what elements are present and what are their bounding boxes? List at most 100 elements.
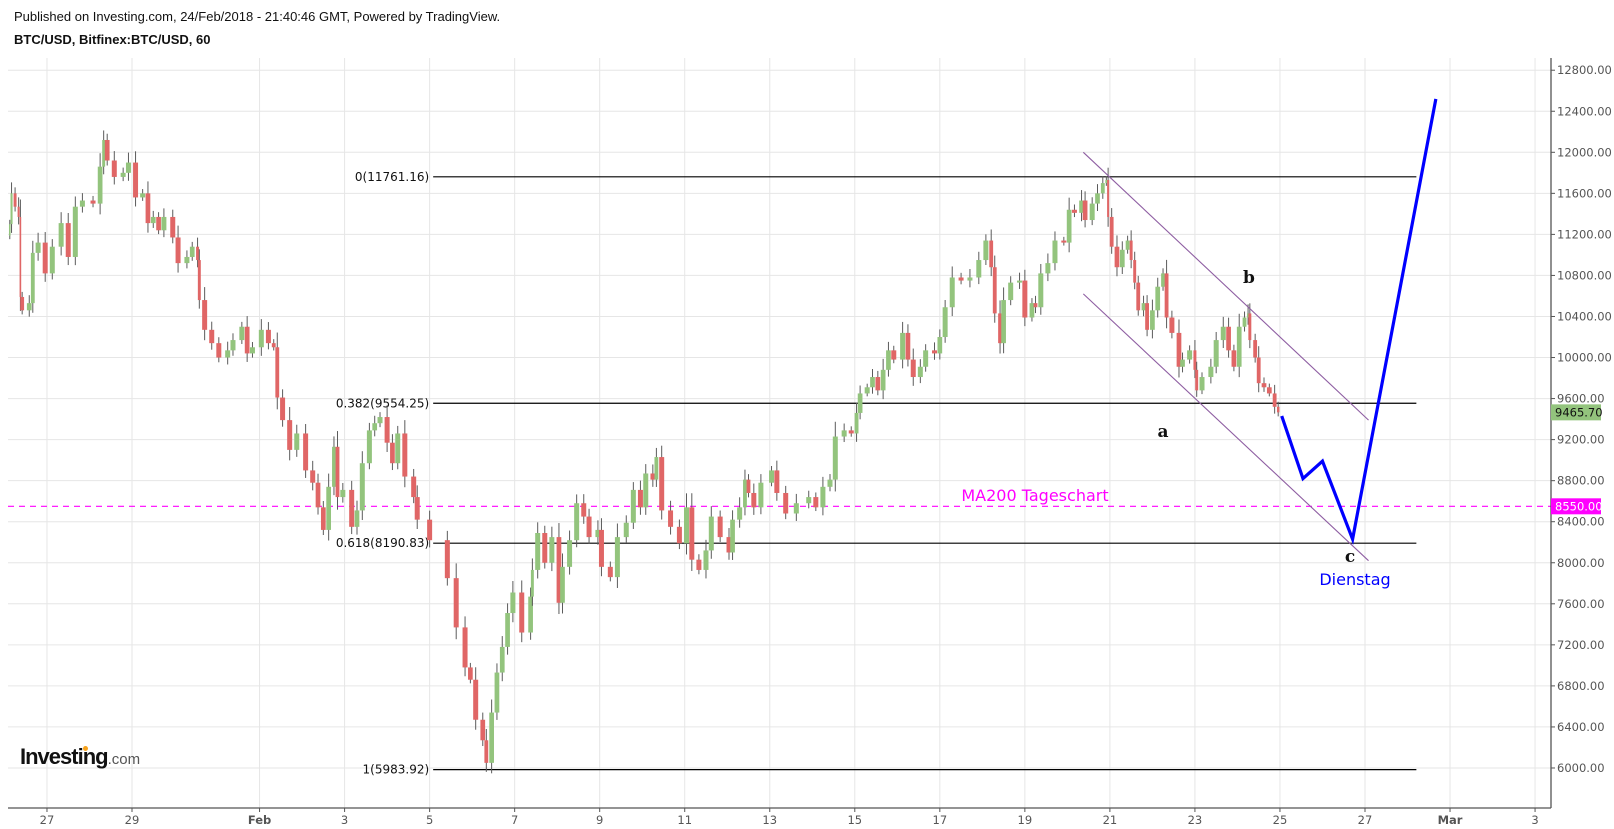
- candle-body: [1125, 240, 1130, 250]
- trend-channel[interactable]: [1082, 151, 1369, 562]
- candle-body: [1256, 357, 1261, 384]
- candle-body: [10, 193, 13, 225]
- candle-body: [992, 267, 997, 314]
- candle-body: [827, 479, 833, 487]
- candle-body: [354, 510, 360, 527]
- candle-body: [983, 240, 989, 261]
- candle-body: [703, 550, 709, 570]
- candle-body: [1136, 282, 1141, 311]
- fib-level-label: 0.618(8190.83): [336, 536, 429, 550]
- candle-body: [813, 497, 819, 508]
- candle-body: [414, 497, 420, 520]
- y-tick-label: 7600.00: [1557, 597, 1605, 611]
- candle-body: [462, 627, 468, 668]
- candle-body: [258, 329, 264, 348]
- candle-body: [320, 507, 326, 530]
- candle-body: [708, 516, 714, 551]
- candle-body: [1266, 387, 1272, 394]
- candle-body: [1220, 326, 1226, 341]
- candle-body: [668, 510, 674, 527]
- candle-body: [832, 436, 838, 480]
- candle-body: [484, 740, 489, 763]
- y-tick-label: 6800.00: [1557, 679, 1605, 693]
- candle-body: [102, 139, 106, 167]
- candle-body: [942, 307, 948, 338]
- candle-body: [567, 540, 573, 567]
- candle-body: [239, 326, 245, 341]
- y-tick-label: 12800.00: [1557, 63, 1612, 77]
- candle-body: [769, 470, 775, 483]
- candle-body: [332, 446, 336, 487]
- candle-body: [377, 417, 383, 424]
- x-tick-label: 13: [762, 813, 777, 827]
- candle-body: [58, 223, 64, 247]
- candle-body: [623, 522, 629, 538]
- candle-body: [820, 486, 826, 508]
- candle-body: [468, 667, 473, 680]
- candle-body: [340, 489, 346, 498]
- candle-body: [499, 646, 505, 673]
- candle-body: [1100, 183, 1105, 194]
- candle-body: [1176, 332, 1182, 367]
- candle-body: [209, 329, 215, 344]
- candle-body: [402, 433, 408, 477]
- y-tick-label: 6400.00: [1557, 720, 1605, 734]
- ma200-text: MA200 Tageschart: [961, 486, 1108, 505]
- candle-body: [1107, 180, 1110, 217]
- candle-body: [30, 252, 35, 304]
- projection-path[interactable]: [1280, 98, 1438, 545]
- y-tick-label: 8400.00: [1557, 515, 1605, 529]
- candle-body: [1045, 263, 1051, 274]
- candle-body: [411, 476, 417, 498]
- candle-body: [891, 350, 897, 360]
- channel-line[interactable]: [1082, 151, 1369, 421]
- logo-suffix: .com: [107, 751, 141, 768]
- candle-body: [1017, 280, 1023, 283]
- last-price-tag: [1551, 404, 1601, 421]
- x-tick-label: 21: [1103, 813, 1118, 827]
- candle-body: [1236, 326, 1242, 367]
- candle-body: [676, 526, 682, 544]
- candle-body: [510, 592, 516, 614]
- candle-body: [917, 366, 923, 378]
- candle-body: [1272, 393, 1277, 407]
- candle-body: [49, 246, 55, 274]
- wave-label-b: b: [1243, 268, 1255, 288]
- candle-body: [20, 296, 25, 311]
- candle-body: [275, 347, 280, 398]
- projection-polyline[interactable]: [1280, 98, 1438, 545]
- candle-body: [1169, 317, 1175, 333]
- candle-body: [427, 519, 433, 541]
- candle-body: [1052, 240, 1058, 264]
- candle-body: [42, 242, 48, 274]
- candle-body: [751, 492, 757, 508]
- y-tick-label: 11200.00: [1557, 227, 1612, 241]
- candle-body: [310, 470, 316, 483]
- candle-body: [65, 223, 71, 257]
- candle-body: [886, 350, 891, 370]
- candle-body: [923, 350, 929, 367]
- x-tick-label: 19: [1018, 813, 1033, 827]
- fib-retracement[interactable]: 0(11761.16) 0.382(9554.25) 0.618(8190.83) 1…: [336, 170, 1417, 777]
- channel-line[interactable]: [1082, 293, 1369, 562]
- x-tick-label: 23: [1188, 813, 1203, 827]
- candle-body: [1061, 240, 1067, 243]
- candle-body: [1089, 203, 1095, 221]
- y-tick-label: 9200.00: [1557, 433, 1605, 447]
- candle-body: [958, 277, 964, 281]
- candle-body: [696, 559, 702, 570]
- candle-body: [8, 224, 11, 236]
- candle-body: [630, 489, 636, 523]
- candle-body: [854, 412, 859, 434]
- candle-body: [140, 193, 146, 198]
- y-tick-label: 7200.00: [1557, 638, 1605, 652]
- x-tick-label: 5: [426, 813, 433, 827]
- candle-body: [372, 423, 378, 431]
- axes: 12800.00 12400.00 12000.00 11600.00 11200.00…: [8, 58, 1612, 827]
- candle-body: [184, 256, 190, 264]
- candle-body: [1071, 209, 1077, 213]
- candle-body: [556, 537, 562, 603]
- candle-body: [614, 537, 620, 578]
- candle-body: [287, 420, 293, 450]
